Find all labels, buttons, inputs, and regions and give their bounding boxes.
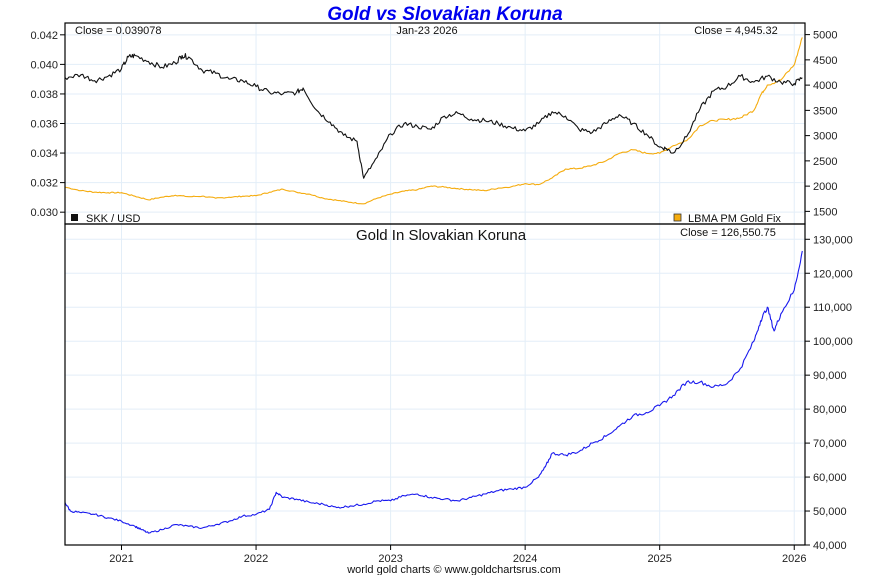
left-tick-label: 0.040	[30, 59, 58, 71]
x-tick-label: 2022	[244, 553, 268, 565]
bottom-right-tick-label: 60,000	[813, 472, 847, 484]
bottom-right-tick-label: 50,000	[813, 506, 847, 518]
bottom-right-tick-label: 110,000	[813, 302, 852, 314]
bottom-right-tick-label: 130,000	[813, 234, 853, 246]
left-tick-label: 0.036	[30, 119, 58, 131]
top-left-axis: 0.042 0.040 0.038 0.036 0.034 0.032 0.030	[30, 30, 65, 219]
right-tick-label: 5000	[813, 30, 837, 42]
bottom-right-tick-label: 90,000	[813, 370, 847, 382]
right-tick-label: 1500	[813, 206, 837, 218]
bottom-panel-grid	[65, 224, 805, 545]
top-right-axis: 5000 4500 4000 3500 3000 2500 2000 1500	[805, 30, 837, 218]
top-close-left: Close = 0.039078	[75, 25, 162, 37]
left-tick-label: 0.042	[30, 30, 58, 42]
left-tick-label: 0.034	[30, 148, 58, 160]
bottom-right-tick-label: 120,000	[813, 268, 853, 280]
top-panel-grid	[65, 23, 805, 224]
right-tick-label: 2000	[813, 181, 837, 193]
top-close-right: Close = 4,945.32	[694, 25, 777, 37]
bottom-panel-title: Gold In Slovakian Koruna	[356, 227, 527, 244]
right-tick-label: 3500	[813, 105, 837, 117]
right-tick-label: 4000	[813, 80, 837, 92]
x-tick-label: 2026	[782, 553, 806, 565]
legend-gold-fix-label: LBMA PM Gold Fix	[688, 213, 781, 225]
x-tick-label: 2024	[513, 553, 537, 565]
bottom-panel-frame	[64, 223, 806, 546]
bottom-panel-series	[64, 250, 803, 534]
skk-usd-line	[64, 53, 803, 179]
bottom-right-tick-label: 40,000	[813, 540, 847, 552]
legend-gold-fix-swatch	[673, 213, 682, 222]
legend-skk-usd-swatch	[71, 214, 78, 221]
right-tick-label: 4500	[813, 55, 837, 67]
chart-title: Gold vs Slovakian Koruna	[327, 4, 563, 25]
left-tick-label: 0.038	[30, 89, 58, 101]
top-date: Jan-23 2026	[396, 25, 457, 37]
legend-skk-usd-label: SKK / USD	[86, 213, 140, 225]
x-tick-label: 2021	[109, 553, 133, 565]
footer-credit: world gold charts © www.goldchartsrus.co…	[346, 564, 561, 575]
bottom-right-axis: 130,000 120,000 110,000 100,000 90,000 80,000…	[805, 234, 853, 552]
left-tick-label: 0.032	[30, 178, 58, 190]
gold-fix-line	[64, 37, 803, 205]
bottom-right-tick-label: 100,000	[813, 336, 853, 348]
x-axis: 2021 2022 2023 2024 2025 2026	[109, 545, 806, 565]
top-panel-series	[64, 37, 803, 205]
bottom-right-tick-label: 80,000	[813, 404, 847, 416]
right-tick-label: 2500	[813, 156, 837, 168]
x-tick-label: 2023	[378, 553, 402, 565]
bottom-right-tick-label: 70,000	[813, 438, 847, 450]
x-tick-label: 2025	[647, 553, 671, 565]
right-tick-label: 3000	[813, 131, 837, 143]
gold-in-skk-line	[64, 250, 803, 534]
left-tick-label: 0.030	[30, 207, 58, 219]
bottom-close-right: Close = 126,550.75	[680, 227, 776, 239]
